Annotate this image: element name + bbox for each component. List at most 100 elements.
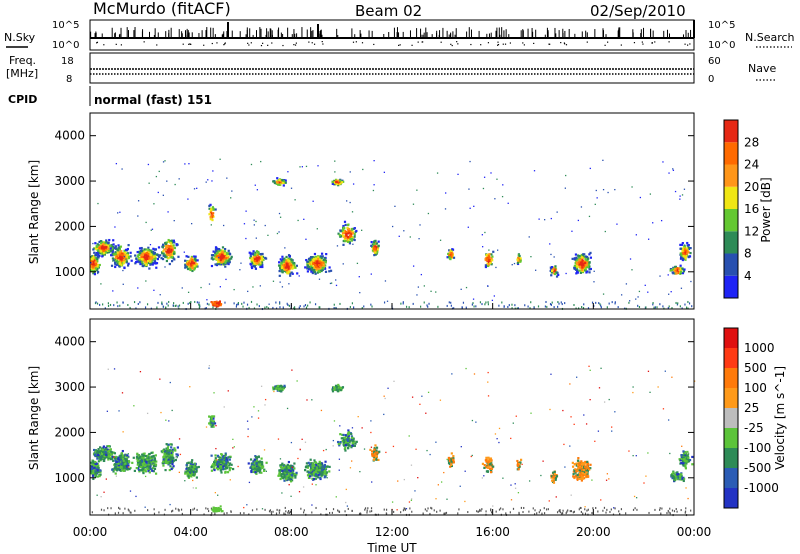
ground-scatter [688,302,691,305]
scatter-point [356,262,359,265]
scatter-point [550,271,553,274]
y-tick-label: 2000 [54,219,85,233]
scatter-point [490,172,492,174]
scatter-point [306,270,309,273]
scatter-point [159,294,161,296]
scatter-point [669,267,673,271]
velocity-scatter [90,364,696,517]
scatter-point [255,469,259,472]
ground-scatter [402,302,404,305]
nsearch-dot [502,43,504,45]
scatter-point [218,466,221,470]
scatter-point [218,302,221,305]
colorbar-segment [724,142,738,165]
scatter-point [335,182,339,186]
scatter-point [209,211,212,214]
scatter-point [90,461,93,464]
ground-scatter [299,305,301,308]
scatter-point [161,252,164,255]
scatter-point [337,232,340,235]
ground-scatter [182,301,184,304]
ground-scatter [503,305,505,308]
scatter-point [282,260,285,263]
scatter-point [394,205,396,208]
scatter-point [94,262,97,266]
scatter-point [683,188,686,190]
scatter-point [158,170,160,173]
scatter-point [448,249,451,252]
scatter-point [219,459,222,462]
scatter-point [93,261,96,264]
scatter-point [472,298,475,300]
scatter-point [96,260,99,263]
colorbar-tick-label: 28 [744,135,759,149]
scatter-point [171,462,174,466]
scatter-point [164,266,166,268]
scatter-point [162,161,165,163]
scatter-point [118,248,121,251]
scatter-point [97,450,100,453]
colorbar-tick-label: 12 [744,224,759,238]
scatter-point [305,238,307,240]
scatter-point [187,261,191,264]
scatter-point [304,266,307,269]
scatter-point [190,475,193,478]
scatter-point [97,249,100,252]
scatter-point [256,189,259,191]
scatter-point [342,239,345,243]
scatter-point [122,466,126,469]
scatter-point [166,253,169,256]
scatter-point [129,255,132,258]
scatter-point [317,269,321,272]
scatter-point [682,248,685,251]
ground-scatter [656,306,658,309]
nsearch-dot [321,41,323,43]
scatter-point [230,255,233,258]
scatter-point [312,270,315,273]
scatter-point [162,449,165,452]
scatter-point [281,286,284,288]
scatter-point [307,265,310,268]
scatter-point [306,267,309,270]
scatter-point [291,272,294,275]
scatter-point [481,234,484,236]
scatter-point [211,180,213,182]
scatter-point [578,263,581,266]
ground-scatter [617,306,619,309]
ground-scatter [161,301,163,304]
scatter-point [138,261,141,264]
scatter-point [660,219,663,222]
scatter-point [290,271,293,274]
scatter-point [153,289,155,291]
scatter-point [595,189,597,192]
ground-scatter [611,301,613,304]
scatter-point [172,465,175,468]
scatter-point [251,252,255,255]
scatter-point [132,456,135,459]
colorbar-segment [724,186,738,209]
scatter-point [253,265,256,268]
ground-scatter [511,303,513,306]
scatter-point [156,257,159,261]
scatter-point [324,260,327,264]
scatter-point [175,243,178,246]
scatter-point [257,463,260,466]
scatter-point [145,263,148,267]
scatter-point [249,252,252,255]
scatter-point [321,255,324,258]
scatter-point [260,466,263,469]
scatter-point [224,457,228,461]
scatter-point [90,470,93,473]
scatter-point [679,195,681,197]
scatter-point [155,460,158,463]
scatter-point [94,265,97,268]
scatter-point [223,261,226,264]
scatter-point [189,262,193,266]
ground-scatter [487,303,490,306]
scatter-point [288,474,291,478]
scatter-point [294,199,296,201]
scatter-point [105,455,108,458]
scatter-point [143,461,146,464]
scatter-point [487,255,490,258]
scatter-point [141,252,144,255]
